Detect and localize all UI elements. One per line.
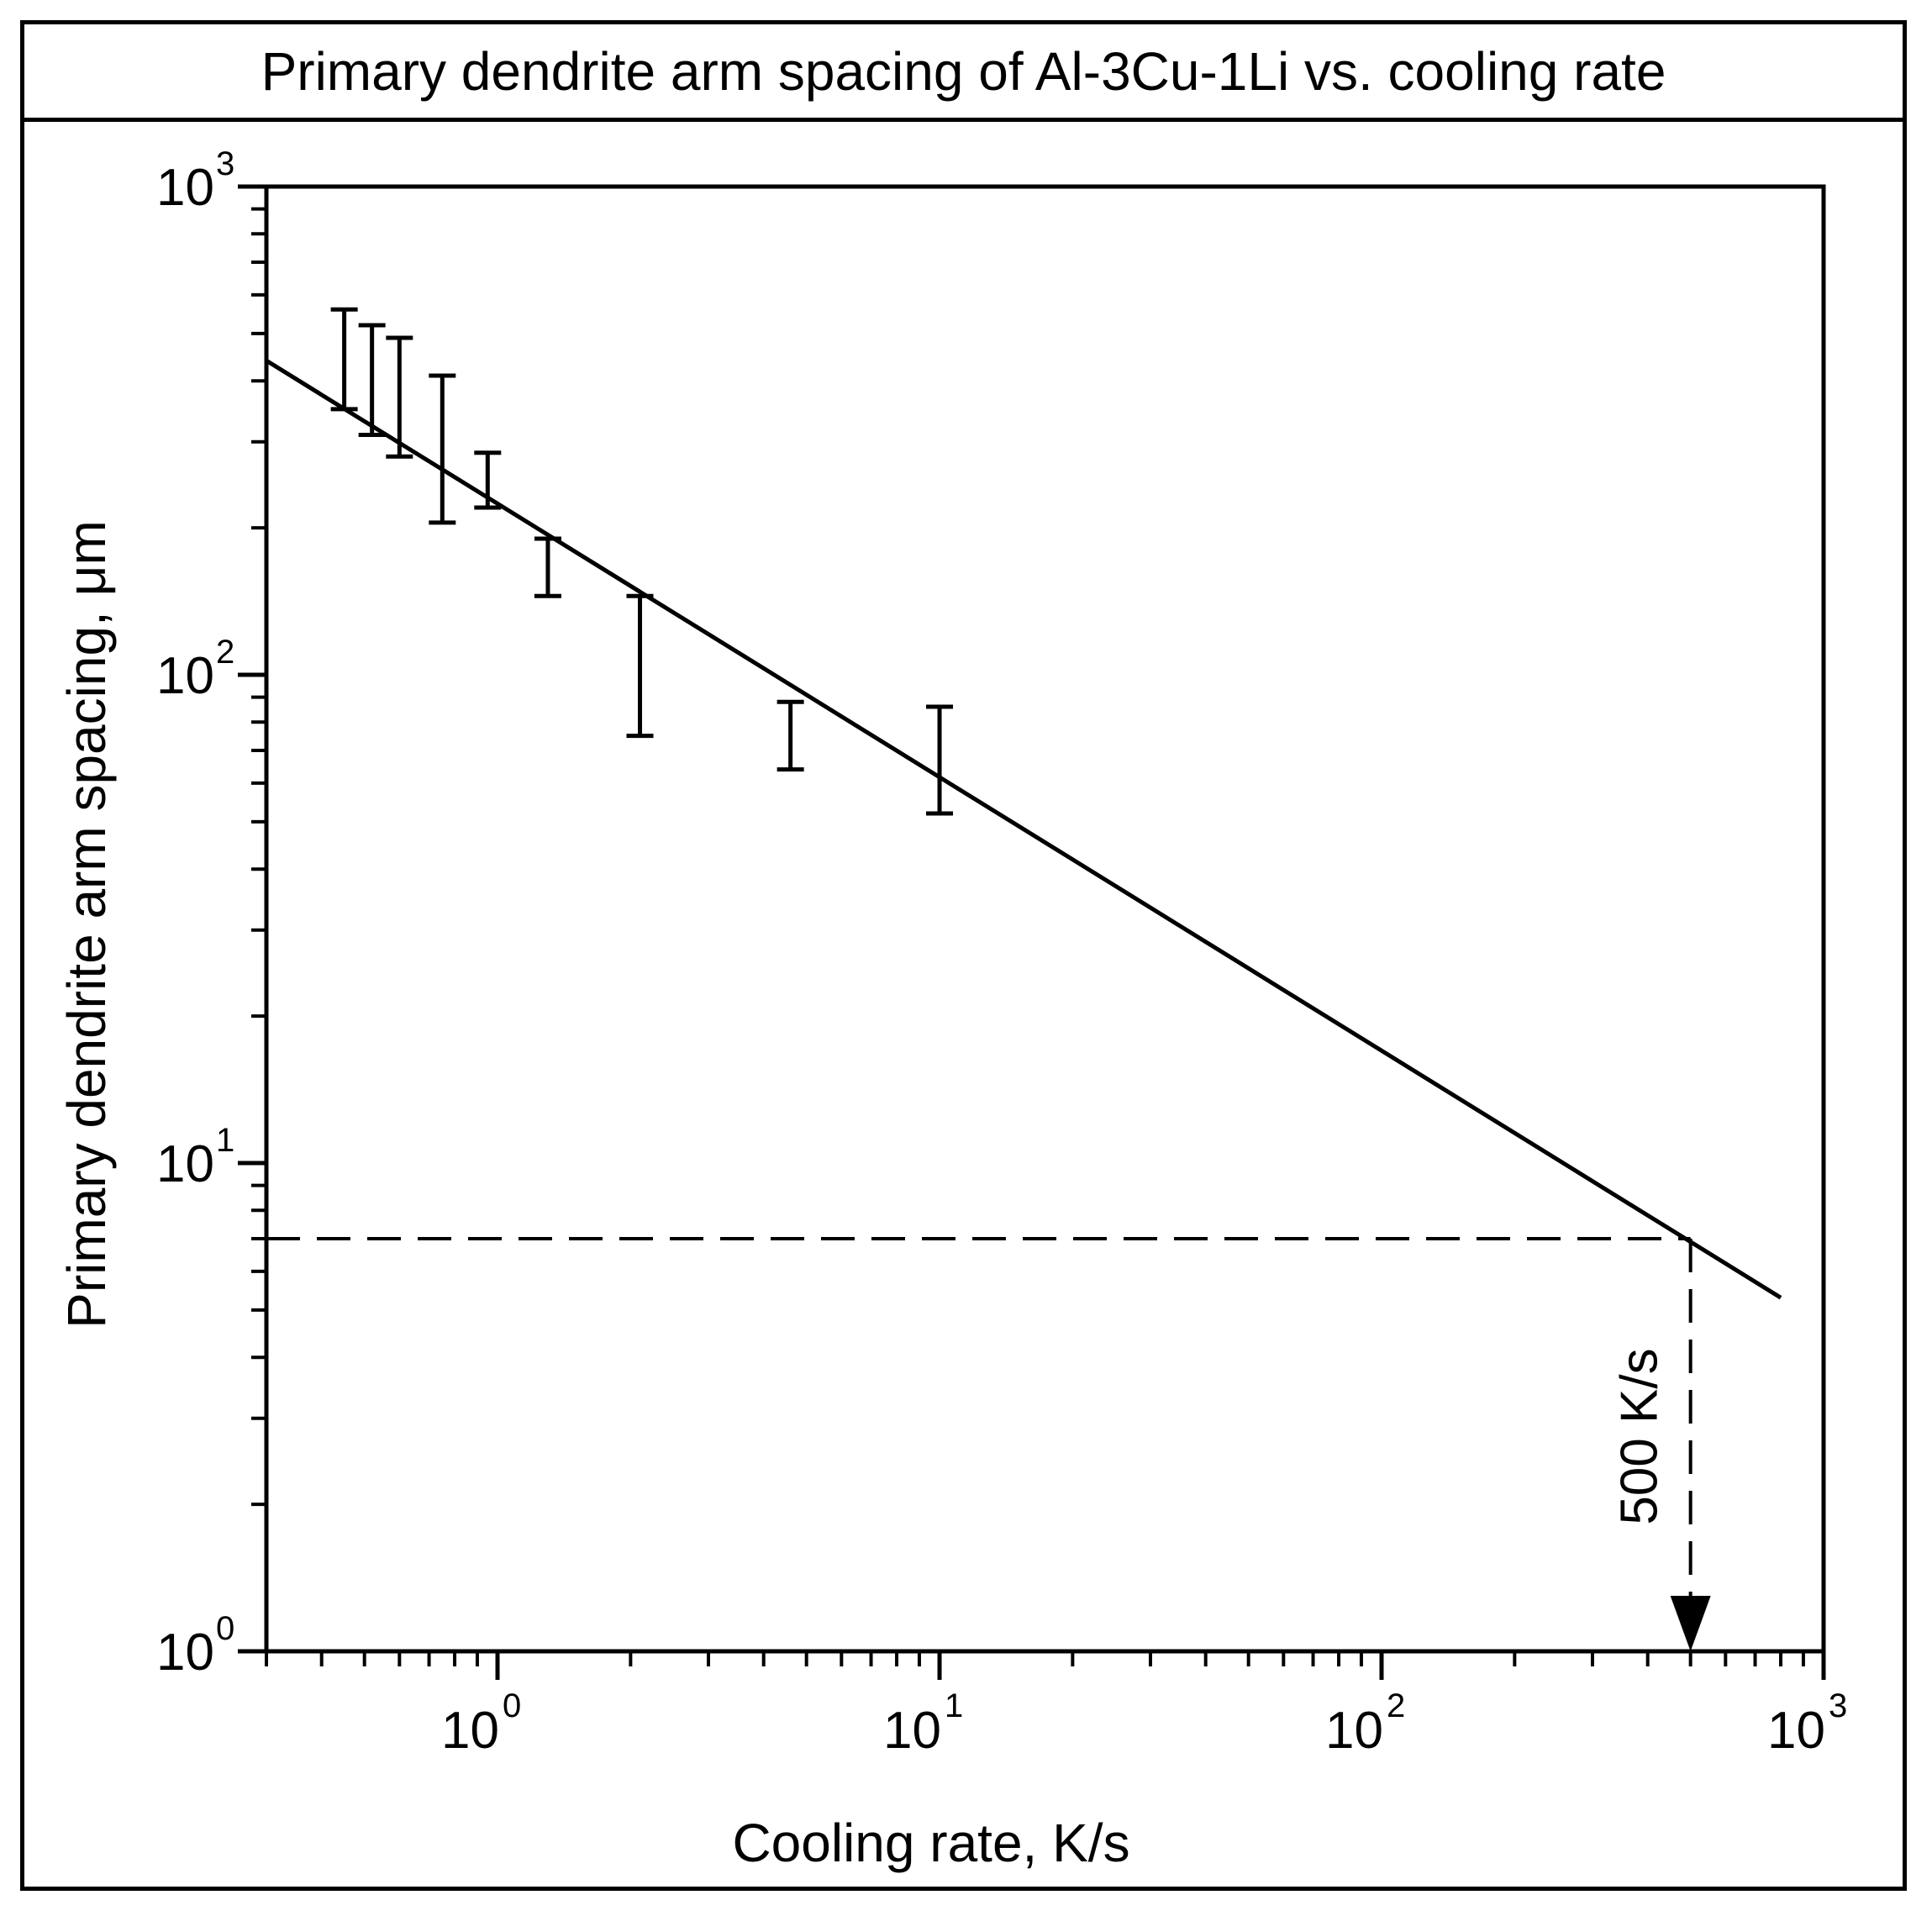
reference-arrow-head	[1670, 1596, 1711, 1651]
x-tick-label-exponent: 3	[1829, 1687, 1847, 1724]
chart-frame: Primary dendrite arm spacing of Al-3Cu-1…	[20, 20, 1907, 1891]
x-tick-label-base: 10	[1325, 1702, 1383, 1760]
error-bar	[926, 704, 954, 816]
y-tick-label-base: 10	[156, 1624, 214, 1682]
x-tick-label-exponent: 1	[945, 1687, 963, 1724]
error-bar	[474, 450, 502, 510]
error-bars	[330, 307, 954, 816]
y-tick-label-base: 10	[156, 647, 214, 705]
x-tick-label-base: 10	[1767, 1702, 1825, 1760]
error-bar	[776, 699, 804, 772]
y-tick-label-base: 10	[156, 159, 214, 217]
annotation-500-ks: 500 K/s	[1611, 1348, 1669, 1524]
error-bar	[626, 593, 654, 739]
chart-title: Primary dendrite arm spacing of Al-3Cu-1…	[24, 24, 1903, 122]
plot-area	[264, 184, 1826, 1654]
y-tick-label-base: 10	[156, 1135, 214, 1193]
y-axis-label: Primary dendrite arm spacing, μm	[56, 520, 117, 1329]
error-bar	[534, 536, 561, 598]
x-tick-labels: 10 0 10 1 10 2 10 3	[441, 1687, 1847, 1760]
major-ticks	[238, 184, 1826, 1680]
x-minor-ticks	[265, 1651, 1805, 1666]
y-tick-label-exponent: 0	[216, 1610, 234, 1647]
error-bar	[429, 373, 456, 525]
fit-line	[265, 359, 1782, 1300]
y-tick-label-exponent: 3	[216, 145, 234, 182]
y-tick-label-exponent: 1	[216, 1122, 234, 1159]
error-bar	[330, 307, 358, 412]
y-minor-ticks	[251, 207, 266, 1507]
x-axis-label: Cooling rate, K/s	[732, 1813, 1129, 1873]
y-tick-label-exponent: 2	[216, 634, 234, 671]
error-bar	[386, 335, 413, 459]
x-tick-label-exponent: 0	[503, 1687, 521, 1724]
x-tick-label-base: 10	[441, 1702, 499, 1760]
x-tick-label-base: 10	[883, 1702, 941, 1760]
error-bar	[358, 323, 386, 438]
x-tick-label-exponent: 2	[1387, 1687, 1405, 1724]
